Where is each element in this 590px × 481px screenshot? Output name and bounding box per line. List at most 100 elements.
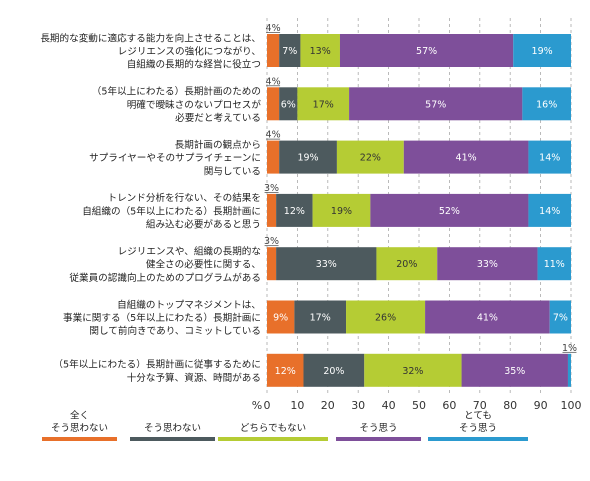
data-label: 6% [281, 99, 296, 110]
category-label: 従業員の認識向上のためのプログラムがある [69, 272, 261, 284]
bar-segment [276, 247, 377, 281]
x-tick-label: 40 [382, 399, 396, 412]
category-label: 関与している [204, 166, 261, 177]
legend-label: どちらでもない [240, 423, 306, 434]
bar-segment [267, 300, 295, 334]
data-label: 4% [266, 130, 281, 141]
bar-segment [537, 247, 571, 281]
data-label: 20% [323, 366, 344, 377]
category-label: 十分な予算、資源、時間がある [127, 372, 261, 384]
x-tick-label: 90 [534, 399, 548, 412]
data-label: 35% [504, 366, 525, 377]
bar-segment [376, 247, 438, 281]
x-unit-label: % [252, 399, 262, 412]
bar-segment [279, 34, 301, 67]
legend-swatch [218, 437, 328, 441]
category-label: レジリエンスの強化につながり、 [118, 46, 261, 58]
data-label: 7% [282, 46, 297, 57]
legend-label: そう思う [359, 423, 397, 434]
data-label: 57% [416, 46, 437, 57]
bar-segment [346, 300, 426, 334]
category-label: レジリエンスや、組織の長期的な [118, 246, 261, 258]
data-label: 41% [477, 313, 498, 324]
x-tick-label: 80 [503, 399, 517, 412]
bar-segment [300, 34, 340, 67]
data-label: 33% [477, 259, 498, 270]
bar-segment [267, 247, 277, 281]
data-label: 11% [544, 259, 565, 270]
bar-segment [461, 353, 568, 387]
data-label: 7% [553, 313, 568, 324]
bar-segment [567, 353, 571, 387]
bar-segment [522, 87, 571, 121]
data-label: 32% [402, 366, 423, 377]
bar-segment [267, 34, 280, 67]
data-label: 19% [297, 153, 318, 164]
bar-segment [339, 34, 514, 67]
legend-swatch [428, 437, 528, 441]
legend-label: そう思わない [51, 423, 108, 434]
bar-segment [279, 87, 298, 121]
bar-segment [267, 353, 304, 387]
bar-segment [403, 140, 529, 174]
data-label: 14% [539, 206, 560, 217]
data-label: 19% [331, 206, 352, 217]
bar-segment [267, 87, 280, 121]
legend-label: そう思う [459, 423, 497, 434]
bar-segment [528, 193, 571, 227]
bar-segment [528, 140, 571, 174]
x-tick-label: 70 [473, 399, 487, 412]
bar-segment [425, 300, 550, 334]
data-label: 19% [532, 46, 553, 57]
legend-swatch [42, 437, 117, 441]
data-label: 12% [275, 366, 296, 377]
x-tick-label: 50 [412, 399, 426, 412]
data-label: 13% [310, 46, 331, 57]
category-label: 健全さの必要性に関する、 [146, 259, 261, 271]
category-label: 自組織の（5年以上にわたる）長期計画に [82, 205, 261, 217]
data-label: 3% [264, 236, 279, 247]
category-label: （5年以上にわたる）長期計画のための [92, 86, 261, 98]
category-label: 長期計画の観点から [175, 139, 261, 151]
category-label: トレンド分析を行ない、その結果を [108, 192, 262, 204]
legend-swatch [336, 437, 421, 441]
bar-segment [312, 193, 371, 227]
bar-segment [336, 140, 404, 174]
x-tick-label: 60 [442, 399, 456, 412]
data-label: 3% [264, 183, 279, 194]
bar-segment [349, 87, 523, 121]
data-label: 33% [316, 259, 337, 270]
data-label: 4% [266, 76, 281, 87]
category-label: 明確で曖昧さのないプロセスが [127, 99, 262, 111]
bar-segment [294, 300, 347, 334]
x-tick-label: 100 [561, 399, 582, 412]
category-label: 必要だと考えている [175, 112, 261, 124]
data-label: 22% [360, 153, 381, 164]
x-tick-label: 20 [321, 399, 335, 412]
bar-segment [549, 300, 571, 334]
legend-swatch [130, 437, 215, 441]
bar-segment [297, 87, 350, 121]
data-label: 14% [539, 153, 560, 164]
bar-segment [437, 247, 538, 281]
data-label: 26% [375, 313, 396, 324]
category-label: 長期的な変動に適応する能力を向上させることは、 [40, 32, 261, 44]
data-label: 16% [536, 99, 557, 110]
data-label: 4% [266, 23, 281, 34]
data-label: 17% [313, 99, 334, 110]
x-tick-label: 30 [351, 399, 365, 412]
bar-segment [267, 193, 277, 227]
bar-segment [303, 353, 365, 387]
data-label: 20% [396, 259, 417, 270]
legend-label: そう思わない [144, 423, 201, 434]
category-label: サプライヤーやそのサプライチェーンに [89, 153, 261, 164]
data-label: 41% [456, 153, 477, 164]
x-tick-label: 0 [264, 399, 271, 412]
x-tick-label: 10 [290, 399, 304, 412]
data-label: 57% [425, 99, 446, 110]
category-label: 自組織の長期的な経営に役立つ [127, 59, 261, 71]
bar-segment [364, 353, 462, 387]
data-label: 9% [273, 313, 288, 324]
data-label: 52% [439, 206, 460, 217]
